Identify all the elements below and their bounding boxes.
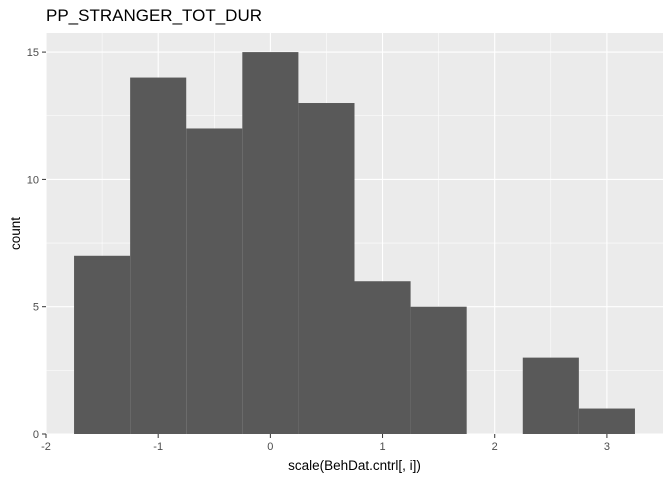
y-axis: 0 5 10 15 [27,47,46,441]
x-tick-label: 2 [492,441,498,453]
histogram-bar [522,357,579,434]
x-tick-label: 1 [379,441,385,453]
y-tick-label: 5 [33,302,39,314]
histogram-bar [186,128,243,434]
y-tick-label: 10 [27,174,39,186]
chart-title: PP_STRANGER_TOT_DUR [46,6,263,25]
y-tick-label: 15 [27,47,39,59]
histogram-bar [130,77,187,435]
x-axis: -2 -1 0 1 2 3 [41,434,610,453]
histogram-bar [74,255,131,434]
y-axis-title: count [8,217,23,250]
histogram-bar [578,408,635,434]
histogram-bar [410,306,467,434]
x-tick-label: -1 [153,441,163,453]
histogram-bar [242,52,299,434]
x-tick-label: 3 [604,441,610,453]
x-tick-label: -2 [41,441,51,453]
y-tick-label: 0 [33,429,39,441]
x-tick-label: 0 [267,441,273,453]
x-axis-title: scale(BehDat.cntrl[, i]) [288,458,421,473]
histogram-bars [74,52,635,435]
histogram-bar [354,281,411,434]
histogram-bar [298,103,355,435]
